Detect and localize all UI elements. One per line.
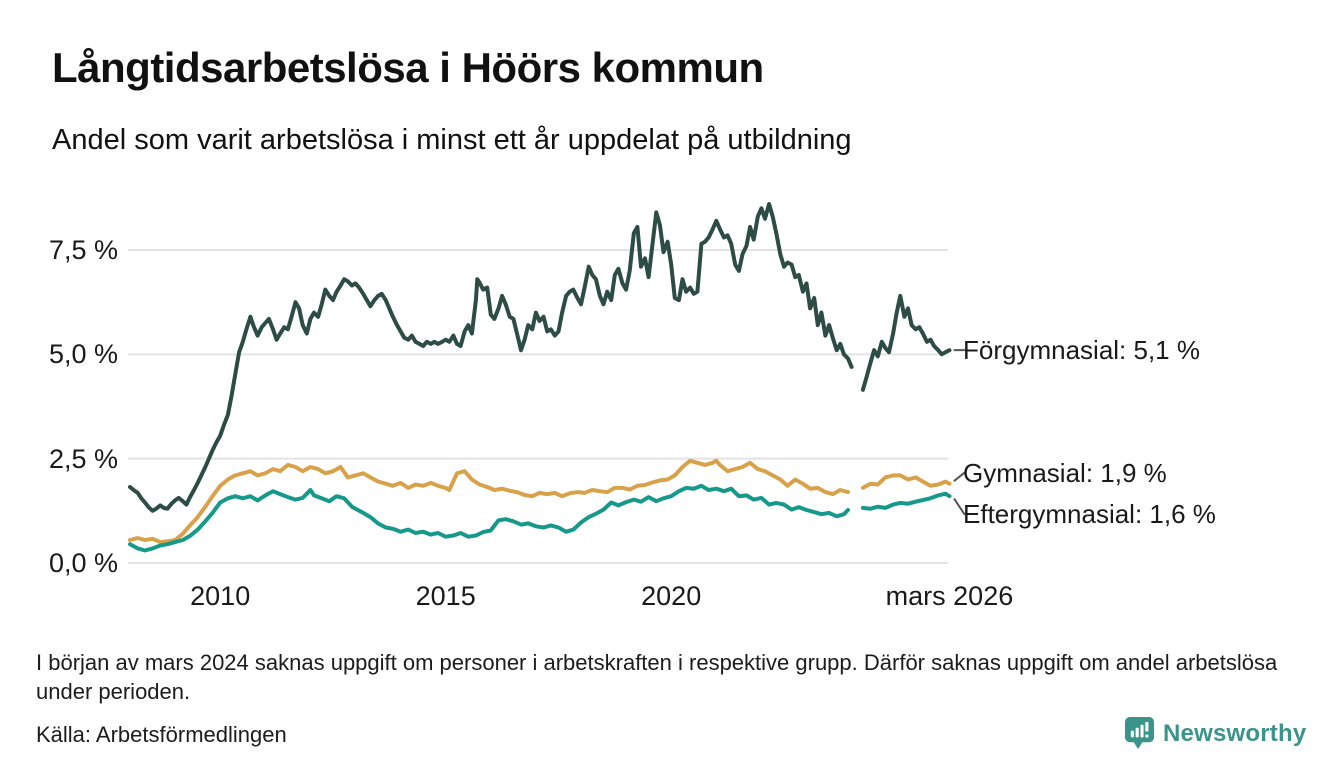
series-line-gymnasial-segment-1 (860, 473, 952, 490)
series-line-eftergymnasial-segment-1 (860, 491, 952, 511)
newsworthy-bubble-chart-icon (1124, 717, 1155, 749)
y-tick-label-7.5: 7,5 % (48, 235, 118, 265)
x-tick-label-2020: 2020 (641, 581, 702, 611)
label-connector-eftergymnasial (953, 498, 966, 516)
x-tick-label-2010: 2010 (190, 581, 251, 611)
series-line-gymnasial-segment-0 (128, 458, 850, 545)
source-note: Källa: Arbetsförmedlingen (36, 722, 287, 747)
series-line-eftergymnasial-segment-0 (128, 483, 850, 553)
series-line-forgymnasial-segment-1 (860, 293, 952, 392)
x-tick-label-2015: 2015 (415, 581, 476, 611)
series-line-forgymnasial-segment-0 (128, 202, 854, 513)
page-title: Långtidsarbetslösa i Höörs kommun (52, 44, 764, 91)
y-tick-label-5: 5,0 % (48, 339, 118, 370)
series-end-label-eftergymnasial: Eftergymnasial: 1,6 % (963, 499, 1216, 530)
page-subtitle: Andel som varit arbetslösa i minst ett å… (52, 124, 852, 156)
label-connector-gymnasial (953, 471, 966, 482)
x-tick-label-mars-2026: mars 2026 (885, 581, 1014, 611)
series-end-label-gymnasial: Gymnasial: 1,9 % (963, 457, 1167, 488)
y-tick-label-0: 0,0 % (48, 548, 118, 578)
newsworthy-logo: Newsworthy (1124, 716, 1306, 751)
newsworthy-wordmark: Newsworthy (1163, 719, 1307, 747)
series-end-label-forgymnasial: Förgymnasial: 5,1 % (963, 335, 1200, 366)
footnote: I början av mars 2024 saknas uppgift om … (36, 650, 1278, 705)
y-tick-label-2.5: 2,5 % (48, 443, 118, 474)
